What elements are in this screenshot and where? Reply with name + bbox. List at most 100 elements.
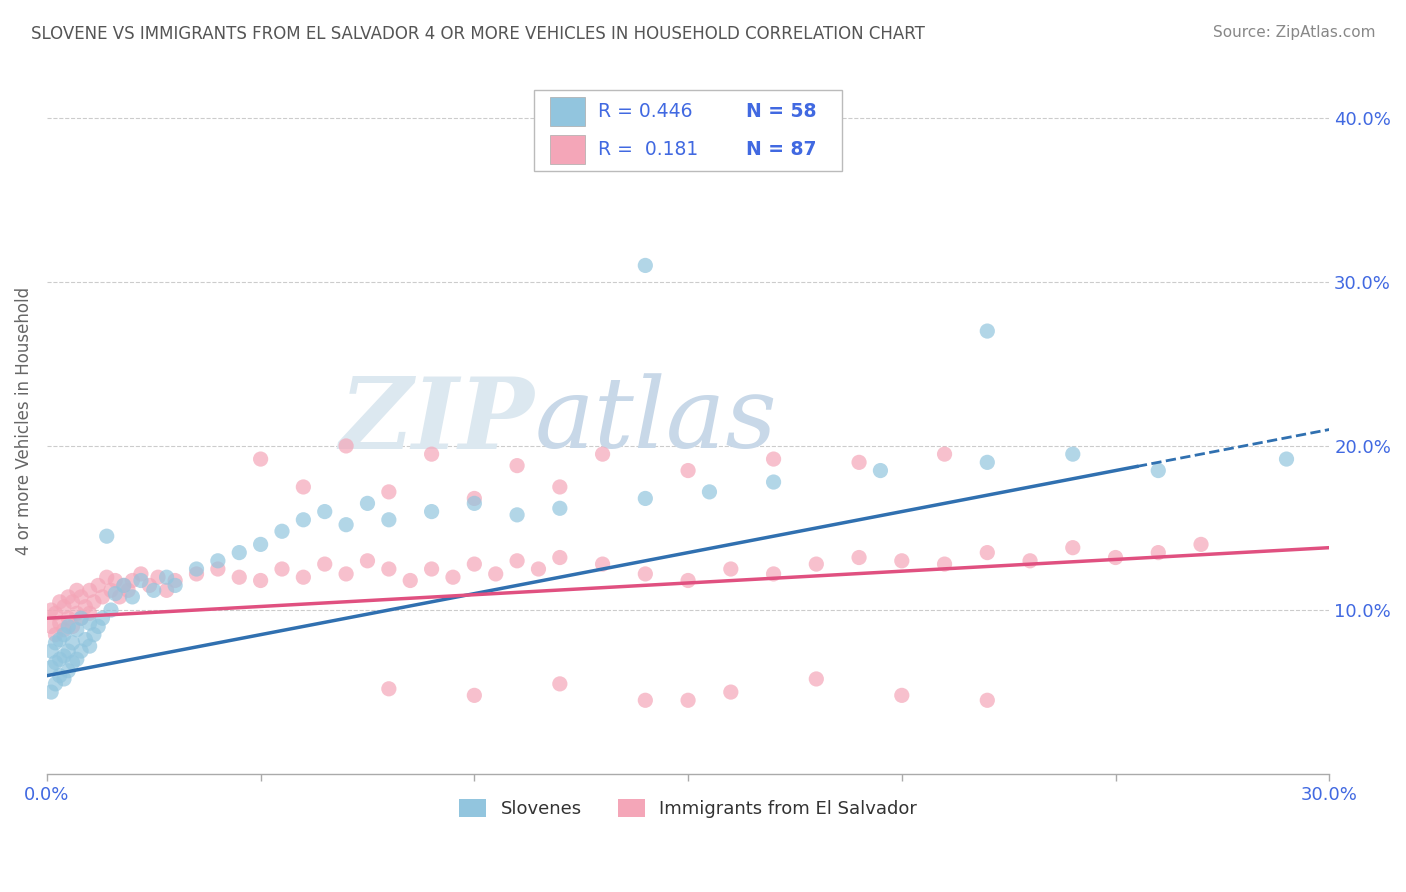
Point <box>165 574 187 588</box>
Point <box>271 524 294 539</box>
Point <box>378 562 401 576</box>
Point <box>117 583 139 598</box>
Point <box>314 557 336 571</box>
Point <box>356 496 378 510</box>
Text: R =  0.181: R = 0.181 <box>599 140 699 159</box>
Point <box>48 595 70 609</box>
Point <box>104 586 127 600</box>
Point <box>186 566 208 581</box>
Point <box>96 570 118 584</box>
Point <box>720 562 742 576</box>
Point <box>548 677 571 691</box>
Point <box>66 583 89 598</box>
Point <box>249 574 271 588</box>
Point <box>934 557 956 571</box>
Point <box>890 689 912 703</box>
Point <box>129 566 152 581</box>
Point <box>165 578 187 592</box>
Point <box>271 562 294 576</box>
Point <box>420 562 443 576</box>
Point <box>848 455 870 469</box>
Point <box>592 447 614 461</box>
Point <box>186 562 208 576</box>
Point <box>75 599 97 614</box>
Point <box>70 611 93 625</box>
Point <box>70 590 93 604</box>
Point <box>87 578 110 592</box>
Point <box>634 259 657 273</box>
Point <box>44 636 66 650</box>
Text: N = 87: N = 87 <box>745 140 817 159</box>
Point <box>138 578 160 592</box>
Point <box>378 513 401 527</box>
Point <box>292 480 315 494</box>
Point <box>44 627 66 641</box>
Point <box>934 447 956 461</box>
Point <box>58 664 80 678</box>
Text: SLOVENE VS IMMIGRANTS FROM EL SALVADOR 4 OR MORE VEHICLES IN HOUSEHOLD CORRELATI: SLOVENE VS IMMIGRANTS FROM EL SALVADOR 4… <box>31 25 925 43</box>
Point <box>592 557 614 571</box>
Point <box>1275 452 1298 467</box>
Point <box>129 574 152 588</box>
Point <box>91 590 114 604</box>
Point <box>848 550 870 565</box>
Point <box>762 475 785 489</box>
Point <box>91 611 114 625</box>
Point <box>100 583 122 598</box>
Point <box>39 660 62 674</box>
Point <box>292 513 315 527</box>
Point <box>62 595 84 609</box>
Point <box>207 554 229 568</box>
Point <box>39 644 62 658</box>
Point <box>634 566 657 581</box>
Point <box>399 574 422 588</box>
Point <box>1147 464 1170 478</box>
Point <box>53 648 76 663</box>
Point <box>806 557 828 571</box>
Point <box>634 491 657 506</box>
Point <box>66 623 89 637</box>
Point <box>62 636 84 650</box>
Point <box>48 668 70 682</box>
Point <box>104 574 127 588</box>
Point <box>79 607 101 621</box>
Point <box>634 693 657 707</box>
Point <box>1147 546 1170 560</box>
Text: ZIP: ZIP <box>339 373 534 469</box>
Point <box>53 623 76 637</box>
Text: atlas: atlas <box>534 374 778 469</box>
Point <box>335 566 357 581</box>
Point <box>44 656 66 670</box>
Point <box>79 583 101 598</box>
Point <box>96 529 118 543</box>
Point <box>676 693 699 707</box>
Point <box>39 685 62 699</box>
Point <box>44 607 66 621</box>
Point <box>314 505 336 519</box>
Point <box>1019 554 1042 568</box>
Point <box>420 447 443 461</box>
Point <box>48 616 70 631</box>
Point <box>976 455 998 469</box>
Point <box>548 550 571 565</box>
Point <box>155 583 177 598</box>
Point <box>378 484 401 499</box>
Point <box>527 562 550 576</box>
Point <box>806 672 828 686</box>
Point <box>463 491 485 506</box>
Point <box>976 546 998 560</box>
Point <box>66 652 89 666</box>
Point <box>207 562 229 576</box>
Point <box>48 652 70 666</box>
Point <box>976 324 998 338</box>
FancyBboxPatch shape <box>550 96 585 126</box>
FancyBboxPatch shape <box>534 90 842 171</box>
Point <box>506 508 529 522</box>
Point <box>506 554 529 568</box>
Point <box>75 632 97 647</box>
Point <box>1189 537 1212 551</box>
Point <box>676 574 699 588</box>
Point <box>79 639 101 653</box>
Point <box>155 570 177 584</box>
Point <box>121 590 143 604</box>
